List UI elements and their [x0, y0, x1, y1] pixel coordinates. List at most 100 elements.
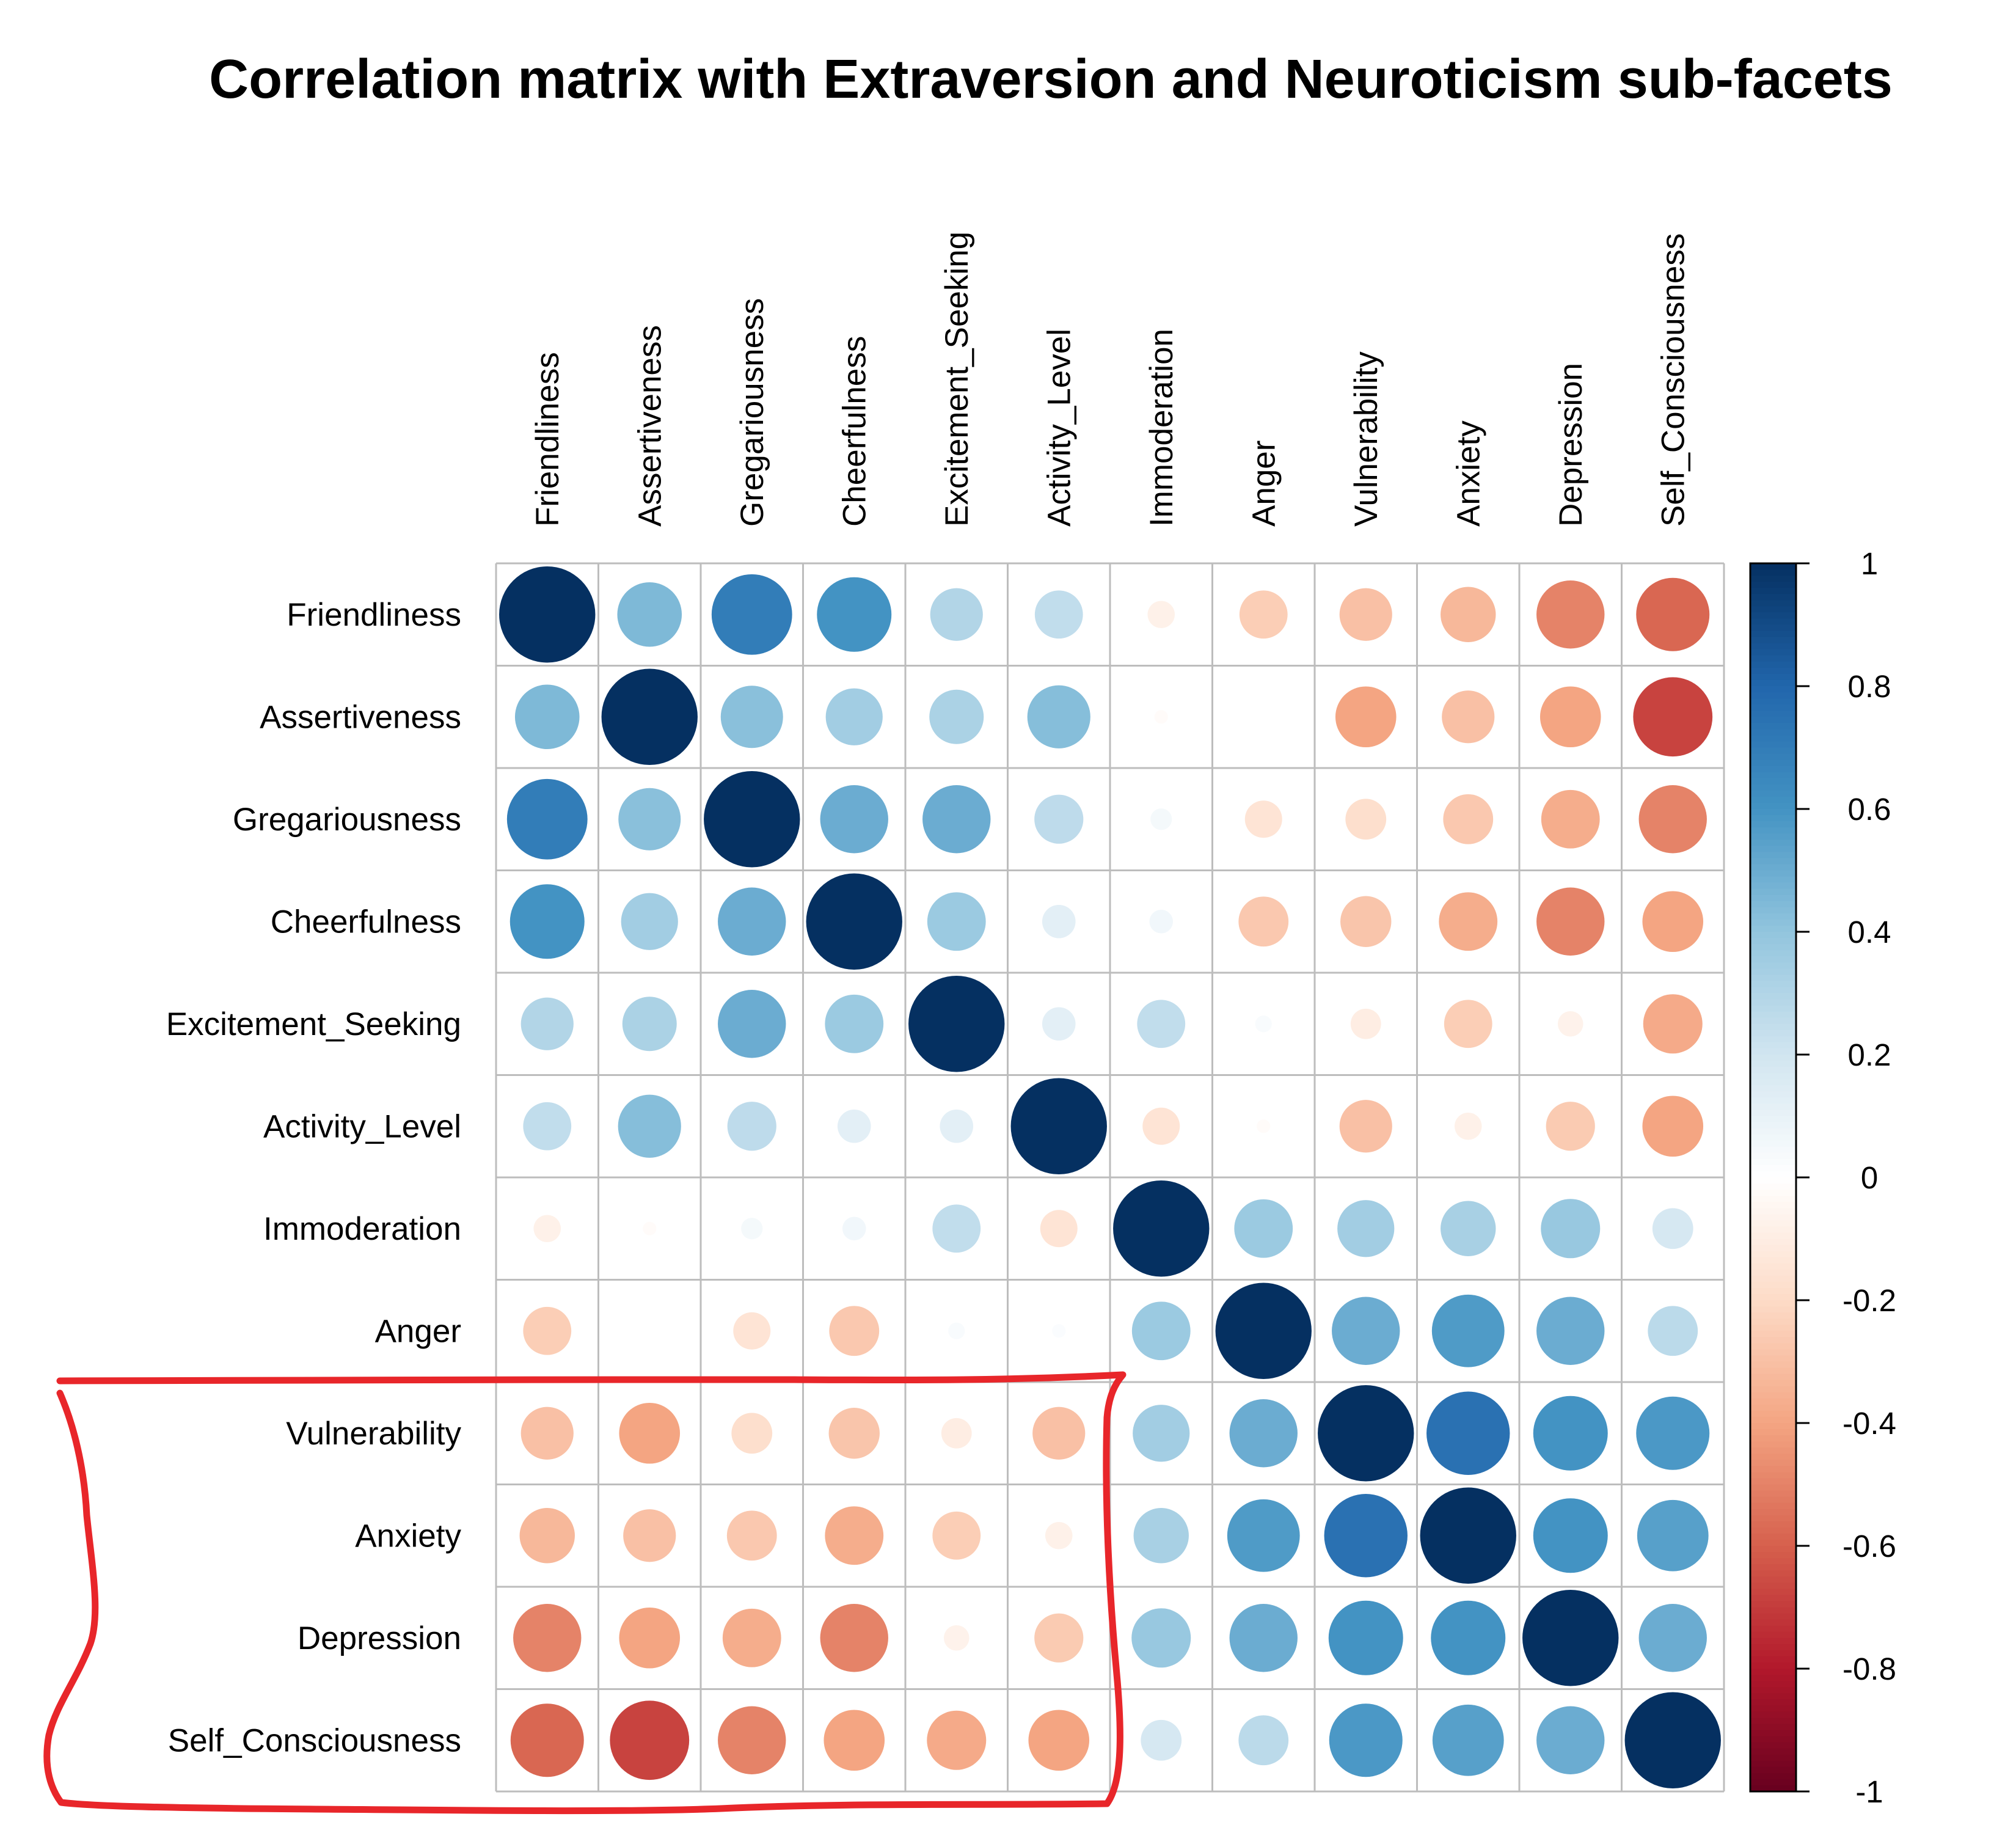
colorbar-segment [1750, 852, 1796, 859]
row-label: Self_Consciousness [168, 1722, 461, 1758]
colorbar-segment [1750, 1165, 1796, 1172]
corr-circle-Cheerfulness-Depression [1536, 887, 1605, 956]
colorbar-segment [1750, 1748, 1796, 1755]
row-label: Anger [375, 1313, 461, 1349]
colorbar-segment [1750, 679, 1796, 687]
corr-circle-Self_Consciousness-Activity_Level [1028, 1710, 1090, 1771]
colorbar-segment [1750, 1017, 1796, 1025]
colorbar-segment [1750, 895, 1796, 902]
corr-circle-Gregariousness-Assertiveness [618, 788, 681, 851]
corr-circle-Anger-Depression [1536, 1297, 1605, 1365]
corr-circle-Self_Consciousness-Depression [1536, 1706, 1605, 1774]
colorbar-tick-label: 1 [1861, 546, 1878, 581]
row-label: Anxiety [355, 1518, 461, 1554]
colorbar-tick-label: -1 [1855, 1774, 1883, 1809]
colorbar-segment [1750, 1312, 1796, 1319]
corr-circle-Friendliness-Excitement_Seeking [930, 588, 983, 641]
column-label: Activity_Level [1041, 329, 1077, 527]
colorbar-segment [1750, 944, 1796, 951]
corr-circle-Anxiety-Depression [1533, 1498, 1608, 1573]
column-label: Immoderation [1144, 329, 1180, 527]
colorbar-segment [1750, 981, 1796, 988]
corr-circle-Assertiveness-Friendliness [514, 684, 580, 750]
corr-circle-Immoderation-Immoderation [1113, 1180, 1210, 1277]
colorbar-segment [1750, 661, 1796, 668]
colorbar-segment [1750, 1490, 1796, 1498]
colorbar-tick-label: 0.2 [1848, 1037, 1891, 1072]
colorbar-segment [1750, 956, 1796, 964]
colorbar-segment [1750, 1085, 1796, 1092]
corr-circle-Vulnerability-Anxiety [1426, 1391, 1510, 1475]
corr-circle-Assertiveness-Immoderation [1154, 710, 1168, 724]
colorbar-segment [1750, 858, 1796, 865]
colorbar-segment [1750, 1140, 1796, 1147]
corr-circle-Cheerfulness-Cheerfulness [806, 873, 902, 970]
corr-circle-Activity_Level-Depression [1546, 1102, 1595, 1151]
row-label: Excitement_Seeking [166, 1006, 461, 1042]
colorbar-segment [1750, 901, 1796, 908]
colorbar-segment [1750, 1091, 1796, 1099]
colorbar-segment [1750, 1184, 1796, 1190]
colorbar-segment [1750, 606, 1796, 613]
colorbar-segment [1750, 1724, 1796, 1731]
corr-circle-Cheerfulness-Anger [1238, 896, 1289, 947]
colorbar-segment [1750, 747, 1796, 755]
corr-circle-Immoderation-Anxiety [1441, 1201, 1496, 1256]
corr-circle-Vulnerability-Vulnerability [1318, 1385, 1414, 1482]
colorbar-segment [1750, 1416, 1796, 1424]
colorbar-segment [1750, 1251, 1796, 1258]
colorbar-segment [1750, 1048, 1796, 1055]
colorbar-tick-label: -0.6 [1843, 1529, 1896, 1564]
colorbar-segment [1750, 1128, 1796, 1135]
colorbar-segment [1750, 778, 1796, 785]
colorbar-segment [1750, 796, 1796, 803]
colorbar-segment [1750, 1374, 1796, 1381]
colorbar-segment [1750, 1472, 1796, 1479]
corr-circle-Anxiety-Vulnerability [1324, 1494, 1408, 1578]
colorbar-segment [1750, 790, 1796, 797]
colorbar-segment [1750, 1337, 1796, 1344]
corr-circle-Self_Consciousness-Immoderation [1141, 1719, 1182, 1761]
corr-circle-Immoderation-Anger [1234, 1199, 1293, 1258]
colorbar-segment [1750, 1079, 1796, 1086]
colorbar-segment [1750, 888, 1796, 896]
colorbar-segment [1750, 1361, 1796, 1369]
colorbar-segment [1750, 1589, 1796, 1596]
corr-circle-Activity_Level-Friendliness [523, 1102, 572, 1151]
corr-circle-Cheerfulness-Vulnerability [1340, 896, 1392, 947]
corr-circle-Anxiety-Gregariousness [726, 1510, 777, 1561]
corr-circle-Depression-Depression [1522, 1590, 1619, 1686]
colorbar-segment [1750, 563, 1796, 570]
column-labels: Friendliness Assertiveness Gregariousness C… [530, 232, 1692, 527]
colorbar-segment [1750, 1441, 1796, 1448]
colorbar-segment [1750, 1650, 1796, 1657]
colorbar-segment [1750, 1220, 1796, 1227]
colorbar-segment [1750, 1367, 1796, 1375]
corr-circle-Anger-Gregariousness [733, 1312, 771, 1350]
corr-circle-Cheerfulness-Immoderation [1149, 909, 1174, 934]
colorbar-segment [1750, 1502, 1796, 1510]
colorbar-segment [1750, 1386, 1796, 1393]
colorbar-segment [1750, 1718, 1796, 1725]
corr-circle-Vulnerability-Activity_Level [1032, 1407, 1086, 1460]
colorbar-segment [1750, 1742, 1796, 1749]
colorbar-segment [1750, 1429, 1796, 1436]
colorbar-segment [1750, 1134, 1796, 1141]
colorbar-segment [1750, 1515, 1796, 1522]
color-legend: 1 0.8 0.6 0.4 0.2 0 -0.2 -0.4 -0.6 -0.8 -1 [1749, 546, 1896, 1809]
colorbar-segment [1750, 1355, 1796, 1363]
corr-circle-Self_Consciousness-Excitement_Seeking [927, 1710, 987, 1770]
corr-circle-Assertiveness-Activity_Level [1027, 685, 1090, 748]
colorbar-segment [1750, 649, 1796, 656]
colorbar-segment [1750, 1736, 1796, 1743]
corr-circle-Gregariousness-Vulnerability [1345, 799, 1387, 840]
colorbar-segment [1750, 938, 1796, 945]
row-labels: Friendliness Assertiveness Gregariousness C… [166, 597, 462, 1759]
corr-circle-Friendliness-Activity_Level [1034, 590, 1083, 639]
corr-circle-Cheerfulness-Friendliness [509, 884, 585, 959]
colorbar-segment [1750, 833, 1796, 841]
colorbar-segment [1750, 1496, 1796, 1504]
colorbar-segment [1750, 827, 1796, 834]
corr-circle-Immoderation-Excitement_Seeking [932, 1204, 981, 1253]
corr-circle-Assertiveness-Excitement_Seeking [929, 689, 984, 744]
